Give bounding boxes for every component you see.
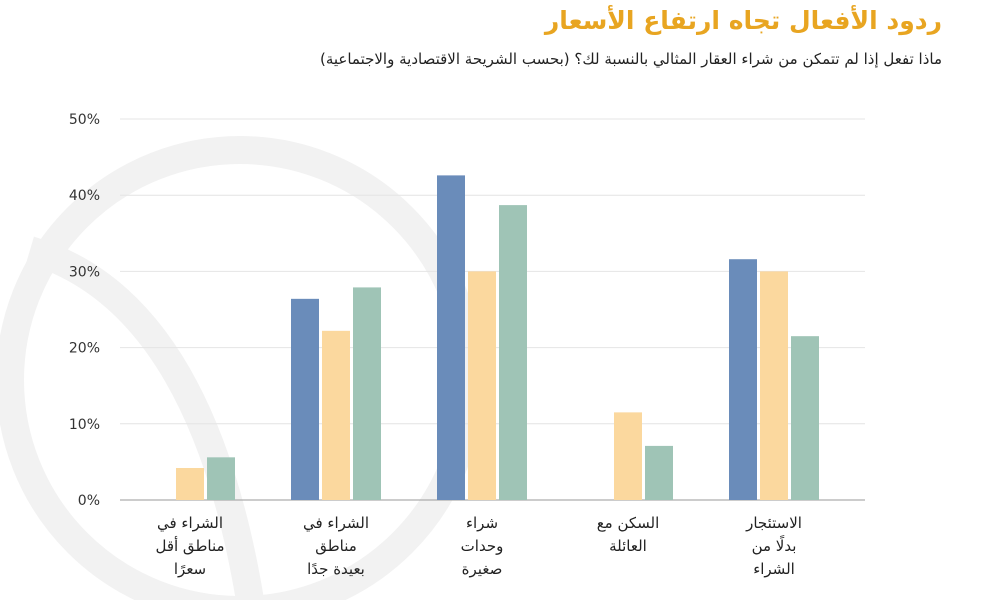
- category-label: الشراء في مناطق أقل سعرًا: [155, 514, 224, 578]
- bar-series-2: [322, 330, 350, 500]
- category-labels: الشراء في مناطق أقل سعرًا الشراء في مناطق بعي…: [155, 514, 801, 578]
- bar-series-2: [468, 271, 496, 500]
- bar-series-1: [291, 298, 319, 500]
- y-tick-label: 0%: [78, 493, 100, 509]
- y-tick-label: 50%: [69, 112, 100, 128]
- category-label: شراء وحدات صغيرة: [461, 514, 504, 578]
- bar-series-3: [353, 287, 381, 500]
- bar-series-2: [176, 467, 204, 500]
- y-tick-label: 40%: [69, 188, 100, 204]
- bar-series-3: [207, 457, 235, 500]
- category-label: السكن مع العائلة: [597, 514, 660, 555]
- category-label: الشراء في مناطق بعيدة جدًا: [303, 514, 369, 578]
- bar-series-2: [614, 412, 642, 500]
- chart-subtitle: ماذا تفعل إذا لم تتمكن من شراء العقار ال…: [319, 50, 942, 68]
- y-tick-labels: 0% 10% 20% 30% 40% 50%: [69, 112, 100, 509]
- bar-series-3: [499, 205, 527, 500]
- y-tick-label: 30%: [69, 264, 100, 280]
- bar-series-1: [729, 259, 757, 500]
- chart-title: ردود الأفعال تجاه ارتفاع الأسعار: [544, 6, 942, 35]
- bar-series-1: [437, 175, 465, 500]
- bar-series-2: [760, 271, 788, 500]
- watermark-logo: [0, 136, 484, 600]
- y-tick-label: 10%: [69, 417, 100, 433]
- category-label: الاستئجار بدلًا من الشراء: [745, 514, 802, 578]
- bars: [176, 175, 819, 500]
- bar-series-3: [645, 445, 673, 500]
- y-tick-label: 20%: [69, 341, 100, 357]
- bar-series-3: [791, 336, 819, 500]
